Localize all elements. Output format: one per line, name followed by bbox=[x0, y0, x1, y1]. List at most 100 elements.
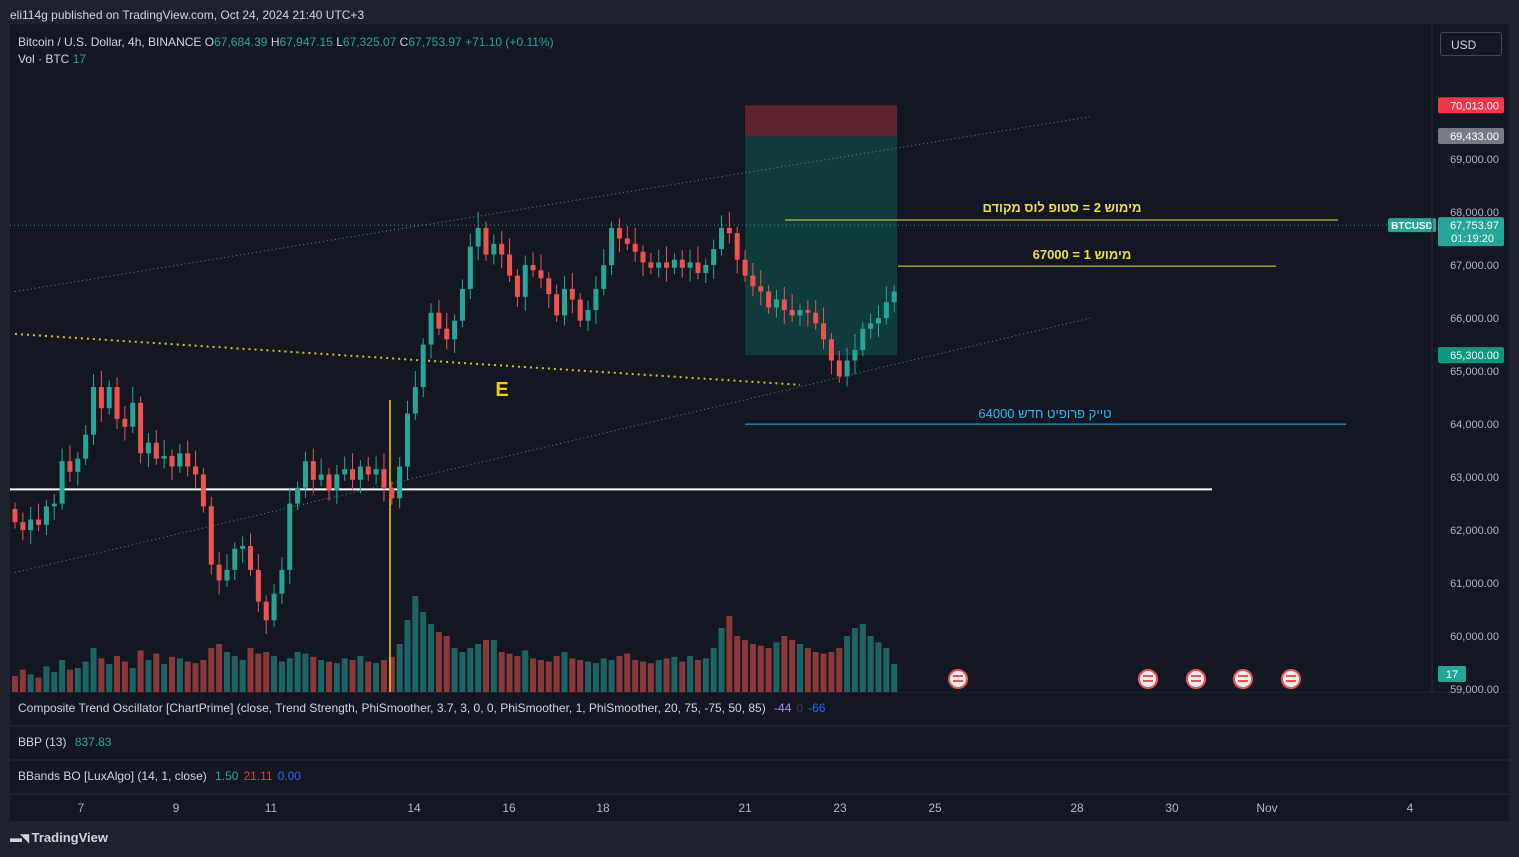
volume-bar bbox=[114, 656, 121, 692]
currency-button[interactable]: USD bbox=[1440, 32, 1502, 56]
volume-bar bbox=[271, 656, 278, 692]
candle-body bbox=[671, 259, 677, 268]
candle-body bbox=[616, 227, 622, 239]
volume-bar bbox=[294, 652, 301, 692]
open-value: 67,684.39 bbox=[214, 35, 268, 49]
price-tick-label: 67,000.00 bbox=[1450, 260, 1499, 272]
candle-body bbox=[43, 506, 49, 525]
candle-body bbox=[507, 254, 513, 276]
candle-body bbox=[514, 275, 520, 297]
volume-bar bbox=[82, 661, 89, 692]
volume-bar bbox=[585, 661, 592, 692]
volume-bar bbox=[490, 640, 497, 692]
volume-bar bbox=[318, 660, 325, 692]
volume-bar bbox=[600, 658, 607, 692]
us-flag-icon bbox=[1138, 669, 1158, 689]
upper-channel-line bbox=[14, 116, 1091, 293]
candle-body bbox=[742, 259, 748, 276]
volume-bar bbox=[812, 652, 819, 692]
candle-body bbox=[36, 519, 42, 525]
volume-bar bbox=[74, 668, 81, 692]
volume-bar bbox=[263, 652, 270, 692]
volume-bar bbox=[333, 663, 340, 692]
indicator-value: 0.00 bbox=[277, 769, 301, 783]
candle-body bbox=[797, 310, 803, 316]
candle-body bbox=[640, 251, 646, 263]
candle-body bbox=[648, 262, 654, 268]
volume-bar bbox=[239, 660, 246, 692]
brand-label: TradingView bbox=[31, 830, 108, 845]
us-flag-icon bbox=[1281, 669, 1301, 689]
us-flag-icon-stripe bbox=[953, 675, 963, 677]
symbol-legend: Bitcoin / U.S. Dollar, 4h, BINANCE O67,6… bbox=[18, 35, 554, 49]
time-tick-label: 28 bbox=[1070, 801, 1084, 815]
volume-bar bbox=[726, 616, 733, 692]
volume-bar bbox=[129, 668, 136, 692]
price-tick-label: 64,000.00 bbox=[1450, 419, 1499, 431]
volume-bar bbox=[679, 661, 686, 692]
volume-bar bbox=[396, 644, 403, 692]
candle-body bbox=[593, 288, 599, 311]
volume-bar bbox=[632, 660, 639, 692]
volume-bar bbox=[90, 648, 97, 692]
us-flag-icon-stripe bbox=[1191, 680, 1201, 682]
volume-bar bbox=[749, 644, 756, 692]
candle-body bbox=[891, 291, 897, 303]
price-tick-label: 60,000.00 bbox=[1450, 631, 1499, 643]
volume-bar bbox=[781, 636, 788, 692]
volume-bar bbox=[310, 656, 317, 692]
volume-bar bbox=[804, 648, 811, 692]
volume-bar bbox=[537, 660, 544, 692]
candle-body bbox=[719, 227, 724, 250]
candle-body bbox=[452, 320, 458, 340]
candle-body bbox=[758, 286, 764, 292]
volume-bar bbox=[286, 658, 293, 692]
candle-body bbox=[28, 519, 34, 531]
brand[interactable]: ▬◥ TradingView bbox=[10, 830, 108, 845]
volume-badge bbox=[1438, 666, 1466, 682]
indicator-legend-bbp: BBP (13) 837.83 bbox=[18, 735, 112, 749]
volume-bar bbox=[373, 663, 380, 692]
volume-bar bbox=[192, 663, 199, 692]
volume-bar bbox=[145, 660, 152, 692]
volume-bar bbox=[459, 652, 466, 692]
candle-body bbox=[883, 302, 889, 319]
indicator-name: BBP (13) bbox=[18, 735, 70, 749]
candle-body bbox=[91, 386, 96, 435]
volume-bar bbox=[475, 644, 482, 692]
volume-bar bbox=[875, 642, 882, 692]
volume-bar bbox=[420, 612, 427, 692]
candle-body bbox=[279, 569, 285, 594]
candle-body bbox=[161, 455, 167, 459]
volume-badge-label: 17 bbox=[1446, 669, 1458, 681]
candle-body bbox=[122, 418, 128, 427]
volume-bar bbox=[608, 660, 615, 692]
volume-bar bbox=[671, 656, 678, 692]
volume-bar bbox=[765, 648, 772, 692]
low-value: 67,325.07 bbox=[342, 35, 397, 49]
candle-body bbox=[436, 312, 442, 329]
volume-bar bbox=[184, 661, 191, 692]
candle-body bbox=[459, 288, 465, 321]
time-tick-label: 11 bbox=[265, 801, 278, 815]
position-target-zone bbox=[745, 136, 897, 356]
volume-bar bbox=[836, 648, 843, 692]
candle-body bbox=[295, 487, 301, 504]
volume-bar bbox=[828, 652, 835, 692]
volume-bar bbox=[388, 656, 395, 692]
candle-body bbox=[813, 312, 819, 324]
candle-body bbox=[381, 469, 387, 488]
candle-body bbox=[98, 386, 104, 409]
price-tick-label: 69,000.00 bbox=[1450, 154, 1499, 166]
candle-body bbox=[185, 453, 191, 467]
candle-body bbox=[169, 455, 175, 467]
close-value: 67,753.97 bbox=[408, 35, 462, 49]
candle-body bbox=[350, 469, 356, 480]
volume-bar bbox=[616, 656, 623, 692]
price-tick-label: 61,000.00 bbox=[1450, 578, 1499, 590]
candle-body bbox=[59, 461, 65, 504]
candle-body bbox=[208, 506, 214, 565]
volume-bar bbox=[891, 664, 898, 692]
target2-label: מימוש 2 = סטופ לוס מקודם bbox=[983, 200, 1142, 215]
